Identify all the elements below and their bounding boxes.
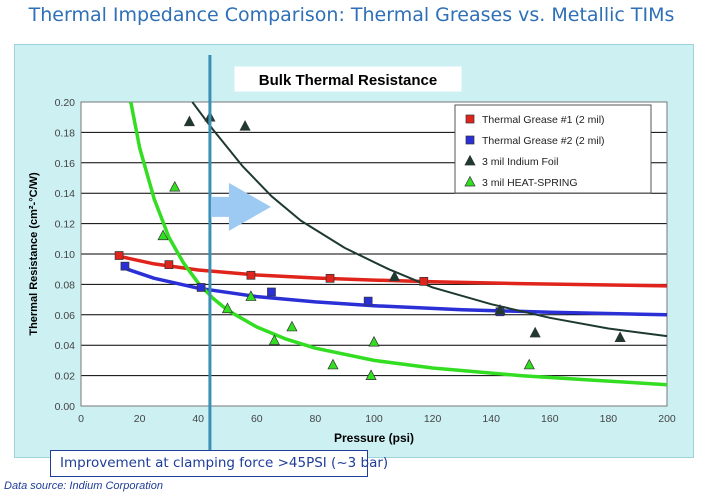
x-axis-label: Pressure (psi) [334, 431, 414, 445]
x-tick-label: 120 [424, 413, 442, 425]
data-point [419, 277, 429, 286]
data-point [120, 261, 130, 271]
y-tick-label: 0.16 [55, 158, 76, 170]
data-point [239, 120, 251, 131]
chart-title-box [234, 66, 462, 92]
data-point [267, 287, 276, 297]
fit-curve [191, 101, 668, 338]
data-point [368, 335, 380, 347]
data-source-note: Data source: Indium Corporation [4, 480, 163, 492]
data-point [114, 251, 124, 260]
data-point [465, 135, 475, 145]
x-tick-label: 80 [310, 413, 322, 425]
data-point [245, 290, 257, 301]
data-point [327, 358, 339, 370]
data-point [169, 180, 181, 192]
y-axis-label: Thermal Resistance (cm²-°C/W) [28, 172, 40, 336]
y-tick-label: 0.18 [55, 127, 76, 139]
y-tick-label: 0.20 [55, 97, 76, 109]
data-point [614, 331, 626, 342]
plot-frame [80, 101, 668, 407]
y-tick-label: 0.10 [55, 249, 76, 261]
legend-entry: 3 mil Indium Foil [482, 156, 558, 168]
thermal-resistance-chart: 0.00 0.02 0.04 0.06 0.08 0.10 0.12 0.14 0.16 0.18… [28, 55, 676, 450]
page-title: Thermal Impedance Comparison: Thermal Gr… [28, 4, 675, 26]
x-tick-label: 200 [658, 413, 676, 425]
x-tick-label: 20 [134, 413, 146, 425]
chart-panel: 0.00 0.02 0.04 0.06 0.08 0.10 0.12 0.14 0.16 0.18… [14, 44, 694, 458]
fit-curve [129, 101, 668, 387]
y-tick-label: 0.14 [55, 188, 76, 200]
legend-entry: Thermal Grease #2 (2 mil) [482, 135, 605, 147]
data-point [164, 260, 174, 269]
data-point [464, 154, 476, 166]
data-point [494, 303, 506, 315]
x-tick-label: 40 [192, 413, 204, 425]
x-tick-label: 0 [78, 413, 84, 425]
data-point [325, 273, 335, 283]
improvement-callout: Improvement at clamping force >45PSI (~3… [50, 450, 388, 477]
improvement-arrow [210, 182, 271, 231]
chart-title: Bulk Thermal Resistance [259, 72, 437, 89]
y-tick-label: 0.06 [55, 310, 76, 322]
x-tick-label: 140 [482, 413, 500, 425]
data-point [221, 302, 234, 314]
y-tick-label: 0.08 [55, 279, 76, 291]
data-point [529, 326, 541, 338]
y-tick-label: 0.12 [55, 219, 76, 231]
data-point [388, 270, 401, 282]
data-point [465, 114, 475, 124]
data-point [363, 296, 373, 306]
y-tick-label: 0.02 [55, 371, 76, 383]
data-point [196, 283, 206, 292]
legend-box [454, 104, 652, 194]
legend-entry: Thermal Grease #1 (2 mil) [482, 114, 605, 126]
y-tick-label: 0.04 [55, 340, 76, 352]
x-tick-label: 180 [600, 413, 618, 425]
data-point [523, 358, 535, 370]
y-tick-label: 0.00 [55, 401, 76, 413]
data-point [268, 334, 280, 345]
data-point [183, 115, 195, 127]
legend-entry: 3 mil HEAT-SPRING [482, 177, 577, 189]
x-tick-label: 100 [365, 413, 383, 425]
data-point [246, 270, 256, 280]
x-tick-label: 60 [251, 413, 263, 425]
data-point [365, 369, 377, 380]
data-point [157, 229, 169, 241]
data-point [464, 175, 476, 187]
data-point [286, 320, 298, 332]
x-tick-label: 160 [541, 413, 559, 425]
